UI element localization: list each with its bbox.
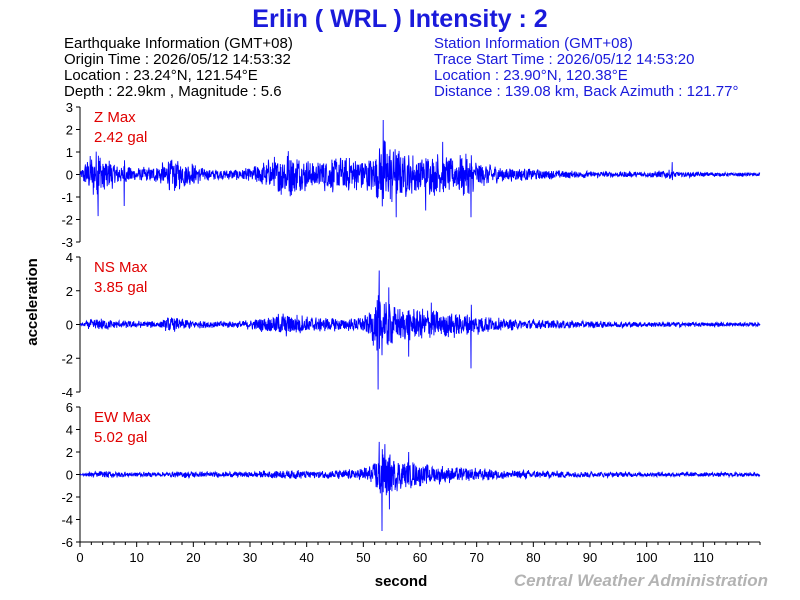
y-tick-label: 2 bbox=[66, 284, 73, 299]
x-tick-label: 60 bbox=[413, 550, 427, 565]
y-tick-label: -6 bbox=[61, 535, 73, 550]
earthquake-info: Earthquake Information (GMT+08) Origin T… bbox=[64, 35, 293, 100]
y-tick-label: 0 bbox=[66, 468, 73, 483]
panel-component-label: EW Max bbox=[94, 409, 151, 426]
x-tick-label: 100 bbox=[636, 550, 658, 565]
x-axis: 0 10 20 30 40 50 60 70 80 90 100 110 bbox=[76, 541, 761, 565]
y-tick-label: 4 bbox=[66, 423, 73, 438]
y-tick-label: 6 bbox=[66, 400, 73, 415]
panel-component-label: Z Max bbox=[94, 109, 136, 126]
x-axis-label: second bbox=[375, 573, 428, 590]
y-tick-label: 2 bbox=[66, 445, 73, 460]
y-tick-label: 0 bbox=[66, 168, 73, 183]
eq-location: Location : 23.24°N, 121.54°E bbox=[64, 67, 258, 84]
y-tick-label: -2 bbox=[61, 213, 73, 228]
y-tick-label: -3 bbox=[61, 235, 73, 250]
station-info: Station Information (GMT+08) Trace Start… bbox=[434, 35, 739, 100]
station-info-heading: Station Information (GMT+08) bbox=[434, 35, 633, 52]
panel-peak-label: 2.42 gal bbox=[94, 129, 147, 146]
y-tick-label: -2 bbox=[61, 351, 73, 366]
station-distance-azimuth: Distance : 139.08 km, Back Azimuth : 121… bbox=[434, 83, 739, 100]
y-tick-label: -2 bbox=[61, 490, 73, 505]
eq-depth-magnitude: Depth : 22.9km , Magnitude : 5.6 bbox=[64, 83, 282, 100]
waveform-trace bbox=[79, 270, 761, 390]
y-axis-label: acceleration bbox=[24, 258, 41, 346]
x-tick-label: 80 bbox=[526, 550, 540, 565]
x-tick-label: 0 bbox=[76, 550, 83, 565]
y-tick-label: -4 bbox=[61, 513, 73, 528]
x-tick-label: 40 bbox=[299, 550, 313, 565]
panel-component-label: NS Max bbox=[94, 259, 148, 276]
x-tick-label: 90 bbox=[583, 550, 597, 565]
x-tick-label: 50 bbox=[356, 550, 370, 565]
station-location: Location : 23.90°N, 120.38°E bbox=[434, 67, 628, 84]
y-tick-label: 2 bbox=[66, 123, 73, 138]
panel-z: 3 2 1 0 -1 -2 -3 Z Max 2.42 gal bbox=[61, 100, 761, 250]
panel-ns: 4 2 0 -2 -4 NS Max 3.85 gal bbox=[61, 250, 761, 400]
x-tick-label: 30 bbox=[243, 550, 257, 565]
eq-info-heading: Earthquake Information (GMT+08) bbox=[64, 35, 293, 52]
station-trace-start: Trace Start Time : 2026/05/12 14:53:20 bbox=[434, 51, 694, 68]
panel-peak-label: 3.85 gal bbox=[94, 279, 147, 296]
panel-ew: 6 4 2 0 -2 -4 -6 EW Max 5.02 gal bbox=[61, 400, 761, 550]
y-tick-label: 1 bbox=[66, 145, 73, 160]
eq-origin-time: Origin Time : 2026/05/12 14:53:32 bbox=[64, 51, 291, 68]
x-tick-label: 10 bbox=[129, 550, 143, 565]
x-tick-label: 70 bbox=[469, 550, 483, 565]
panel-peak-label: 5.02 gal bbox=[94, 429, 147, 446]
credit-text: Central Weather Administration bbox=[514, 571, 768, 590]
x-tick-label: 20 bbox=[186, 550, 200, 565]
y-tick-label: 3 bbox=[66, 100, 73, 115]
waveform-trace bbox=[79, 441, 761, 532]
y-tick-label: -1 bbox=[61, 190, 73, 205]
x-tick-label: 110 bbox=[693, 550, 714, 565]
chart-title: Erlin ( WRL ) Intensity : 2 bbox=[252, 5, 547, 33]
waveform-trace bbox=[79, 119, 761, 218]
y-tick-label: 0 bbox=[66, 318, 73, 333]
y-tick-label: -4 bbox=[61, 385, 73, 400]
y-tick-label: 4 bbox=[66, 250, 73, 265]
